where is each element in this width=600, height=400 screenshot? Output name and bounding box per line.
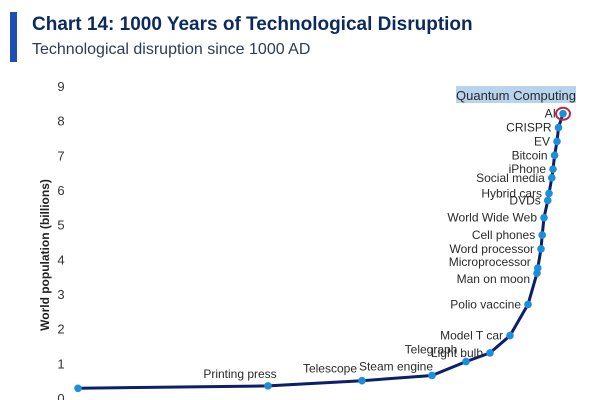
title-accent-bar <box>10 12 17 62</box>
quantum-computing-annotation: Quantum Computing <box>456 86 576 103</box>
highlight-box <box>456 86 576 103</box>
data-label: Light bulb <box>431 346 483 360</box>
data-label: Model T car <box>440 329 503 343</box>
data-point-marker <box>358 376 366 385</box>
data-point-marker <box>534 264 542 272</box>
data-point-marker <box>537 245 545 253</box>
chart-subtitle: Technological disruption since 1000 AD <box>32 41 311 58</box>
y-tick-label: 9 <box>57 79 64 94</box>
data-point-marker <box>543 196 552 205</box>
data-point-marker <box>545 189 553 198</box>
data-point-marker <box>559 109 567 118</box>
y-tick-label: 3 <box>57 287 64 302</box>
data-point-marker <box>548 174 556 182</box>
data-point-marker <box>553 137 561 146</box>
y-tick-label: 2 <box>57 322 64 337</box>
data-label: Bitcoin <box>512 148 548 162</box>
data-label: DVDs <box>509 193 540 207</box>
y-tick-label: 6 <box>57 183 64 198</box>
data-points <box>74 106 571 393</box>
y-tick-label: 7 <box>57 148 64 163</box>
y-tick-label: 5 <box>57 218 64 233</box>
data-label: Printing press <box>203 367 276 381</box>
data-label: CRISPR <box>506 121 552 135</box>
data-labels: Printing press Telescope Steam engine Teleg… <box>203 107 556 381</box>
data-point-marker <box>554 123 563 132</box>
data-label: Social media <box>476 171 545 185</box>
y-tick-label: 0 <box>57 391 64 400</box>
data-point-marker <box>549 165 557 173</box>
data-label: EV <box>534 134 550 148</box>
data-label: Hybrid cars <box>481 186 542 200</box>
data-point-marker <box>428 371 436 380</box>
y-tick-label: 1 <box>57 356 64 371</box>
data-label: Steam engine <box>359 359 433 373</box>
data-label: Telegraph <box>405 343 458 357</box>
data-point-marker <box>506 331 514 340</box>
data-point-marker <box>462 357 470 366</box>
data-label: Polio vaccine <box>450 297 521 311</box>
y-axis-label: World population (billions) <box>38 179 52 331</box>
data-label: World Wide Web <box>447 211 537 225</box>
y-tick-label: 4 <box>57 252 64 267</box>
data-label: Telescope <box>303 362 357 376</box>
data-label: Word processor <box>450 242 534 256</box>
chart-title: Chart 14: 1000 Years of Technological Di… <box>32 14 473 35</box>
data-point-marker <box>550 151 559 160</box>
data-point-marker <box>486 349 494 357</box>
annotation-quantum-computing: Quantum Computing <box>456 88 576 103</box>
data-label: Cell phones <box>472 228 535 242</box>
data-point-marker <box>538 231 546 239</box>
ai-highlight-ring <box>555 106 571 121</box>
data-label: AI <box>545 107 556 121</box>
data-point-marker <box>74 384 82 393</box>
data-label: iPhone <box>509 162 547 176</box>
data-point-marker <box>524 300 532 309</box>
data-point-marker <box>540 213 548 222</box>
data-label: Microprocessor <box>449 255 531 269</box>
data-label: Man on moon <box>457 272 530 286</box>
data-point-marker <box>264 382 272 390</box>
y-axis-ticks: 0 1 2 3 4 5 6 7 8 9 <box>57 79 64 400</box>
y-tick-label: 8 <box>57 114 64 129</box>
